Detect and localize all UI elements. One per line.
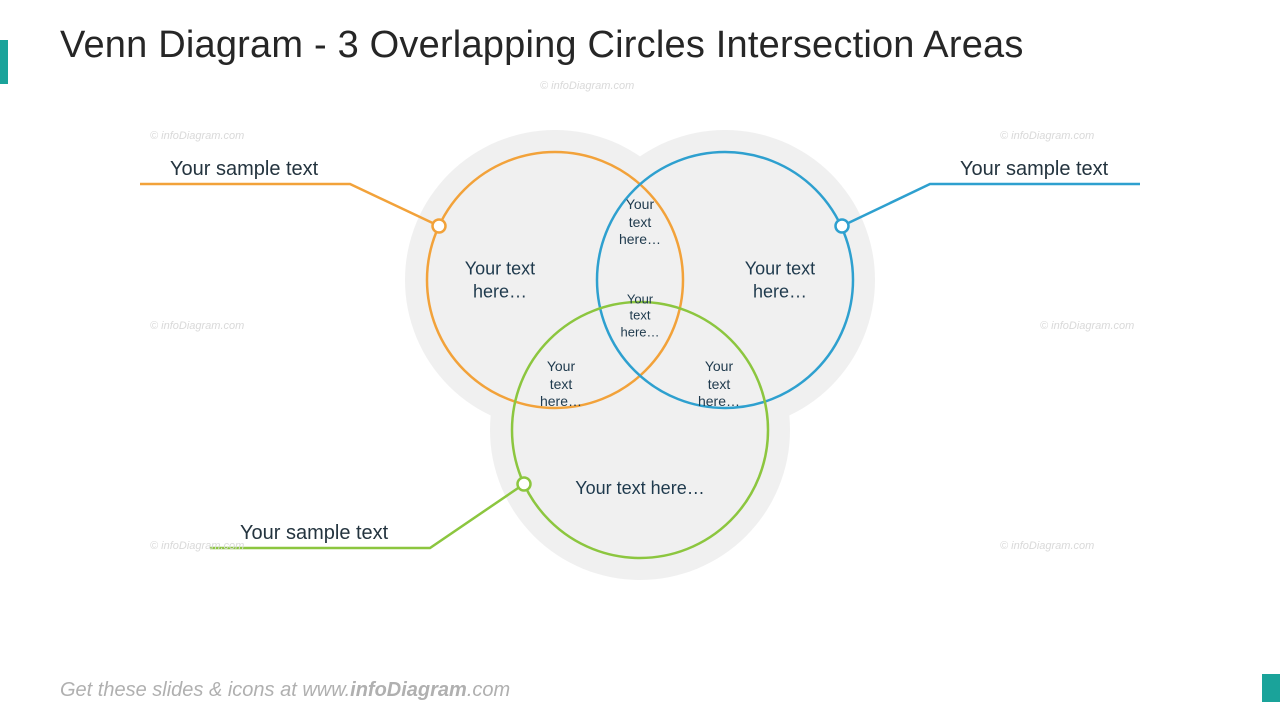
title-accent-bar <box>0 40 8 84</box>
venn-background-blob <box>0 110 1280 670</box>
leader-dot-c <box>518 478 531 491</box>
leader-label-b: Your sample text <box>960 158 1108 181</box>
leader-label-a: Your sample text <box>170 158 318 181</box>
region-text-ac: Your text here… <box>540 358 582 411</box>
venn-diagram: Your text here… Your text here… Your text … <box>0 110 1280 670</box>
region-text-a_only: Your text here… <box>465 258 535 303</box>
footer-bold: infoDiagram <box>350 679 467 701</box>
region-text-ab: Your text here… <box>619 196 661 249</box>
region-text-b_only: Your text here… <box>745 258 815 303</box>
leader-label-c: Your sample text <box>240 522 388 545</box>
venn-svg <box>0 110 1280 670</box>
region-text-abc: Your text here… <box>620 292 659 341</box>
footer-text: Get these slides & icons at www.infoDiag… <box>60 679 510 702</box>
leader-dot-b <box>836 220 849 233</box>
footer-prefix: Get these slides & icons at www. <box>60 679 350 701</box>
leader-dot-a <box>433 220 446 233</box>
region-text-bc: Your text here… <box>698 358 740 411</box>
watermark: © infoDiagram.com <box>540 80 634 92</box>
slide-root: Venn Diagram - 3 Overlapping Circles Int… <box>0 0 1280 720</box>
slide-title: Venn Diagram - 3 Overlapping Circles Int… <box>60 24 1024 67</box>
footer-accent-bar <box>1262 674 1280 702</box>
region-text-c_only: Your text here… <box>575 477 704 500</box>
footer-suffix: .com <box>467 679 510 701</box>
